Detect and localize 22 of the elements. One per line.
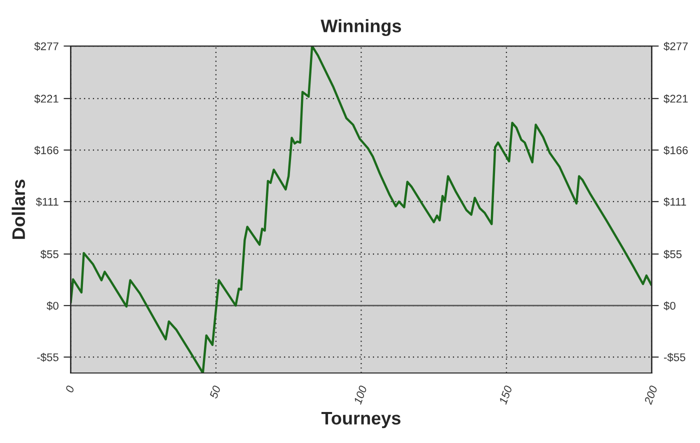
y-tick-label: $0 [46, 301, 58, 310]
y2-tick-label: $166 [664, 146, 688, 155]
y2-tick-label: $111 [664, 197, 686, 206]
chart-title: Winnings [320, 19, 401, 36]
y2-tick-label: $55 [664, 250, 682, 259]
x-tick-label: 200 [644, 384, 658, 406]
y2-tick-label: $277 [664, 42, 688, 51]
y-tick-label: $166 [34, 146, 58, 155]
x-tick-label: 150 [498, 384, 512, 405]
x-tick-label: 0 [65, 385, 75, 393]
y-tick-label: $111 [36, 197, 58, 206]
y2-tick-label: -$55 [664, 352, 686, 362]
y-tick-label: $221 [34, 94, 58, 104]
y-tick-label: $55 [40, 250, 58, 259]
x-tick-label: 50 [209, 385, 221, 399]
y2-tick-label: $0 [664, 301, 676, 310]
y-tick-label: $277 [34, 42, 58, 51]
y-axis-title: Dollars [12, 180, 26, 239]
y2-tick-label: $221 [664, 94, 688, 104]
x-axis-title: Tourneys [321, 412, 400, 428]
x-tick-label: 100 [354, 384, 368, 405]
y-tick-label: -$55 [37, 352, 58, 362]
